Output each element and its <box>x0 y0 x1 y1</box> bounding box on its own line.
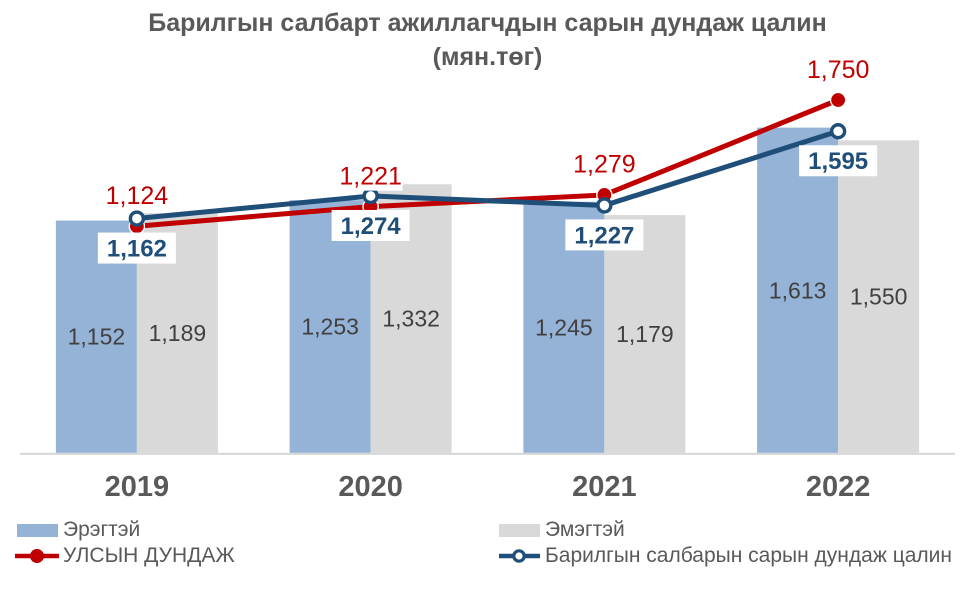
bar-label-male-2022: 1,613 <box>769 277 827 303</box>
bar-female-2022 <box>838 140 920 453</box>
marker-national-average-2022 <box>829 91 847 109</box>
line-label-national-average-2022: 1,750 <box>807 56 870 84</box>
label-box-construction-average-2022 <box>799 145 878 177</box>
bar-label-male-2020: 1,253 <box>301 314 359 340</box>
legend-label-male: Эрэгтэй <box>63 518 141 541</box>
legend-marker-construction-average <box>499 549 540 563</box>
bar-label-female-2019: 1,189 <box>149 320 207 346</box>
legend-item-construction-average: Барилгын салбарын сарын дундаж цалин <box>498 544 952 568</box>
bar-label-female-2021: 1,179 <box>616 321 674 347</box>
marker-construction-average-2022 <box>829 123 847 140</box>
chart-title-line2: (мян.төг) <box>432 43 543 71</box>
label-box-national-average-2022 <box>806 54 871 84</box>
line-label-construction-average-2021: 1,227 <box>574 222 634 249</box>
x-axis-label-2022: 2022 <box>806 471 871 503</box>
line-label-national-average-2019: 1,124 <box>106 182 169 210</box>
label-box-national-average-2019 <box>104 180 169 211</box>
x-axis-line <box>20 452 955 455</box>
legend-item-female: Эмэгтэй <box>499 518 625 542</box>
label-box-construction-average-2020 <box>331 209 410 241</box>
chart-title: Барилгын салбарт ажиллагчдын сарын дунда… <box>20 6 955 74</box>
line-label-construction-average-2019: 1,162 <box>107 235 167 262</box>
line-label-construction-average-2022: 1,595 <box>808 148 868 175</box>
legend-swatch-female <box>499 523 540 537</box>
legend-circle-navy <box>512 549 526 563</box>
line-label-construction-average-2020: 1,274 <box>341 213 402 240</box>
legend-circle-red <box>30 549 44 563</box>
bar-male-2020 <box>289 200 371 453</box>
label-box-national-average-2020 <box>338 160 403 191</box>
x-axis-label-2019: 2019 <box>105 471 170 503</box>
x-axis-label-2020: 2020 <box>338 471 403 503</box>
bar-female-2021 <box>604 215 686 453</box>
marker-construction-average-2021 <box>596 197 613 214</box>
bar-label-male-2019: 1,152 <box>68 324 126 350</box>
legend-label-national-average: УЛСЫН ДУНДАЖ <box>63 544 235 567</box>
bar-label-female-2022: 1,550 <box>850 284 908 310</box>
marker-construction-average-2020 <box>362 187 379 205</box>
bar-male-2022 <box>757 127 839 453</box>
label-box-construction-average-2021 <box>565 219 644 251</box>
line-label-national-average-2021: 1,279 <box>573 151 636 179</box>
marker-construction-average-2019 <box>128 210 146 227</box>
legend-item-male: Эрэгтэй <box>17 518 140 542</box>
line-construction-average <box>134 128 841 222</box>
legend-marker-national-average <box>15 549 59 563</box>
legend-item-national-average: УЛСЫН ДУНДАЖ <box>14 544 235 568</box>
legend-label-construction-average: Барилгын салбарын сарын дундаж цалин <box>545 544 953 567</box>
label-box-construction-average-2019 <box>97 232 176 264</box>
x-axis-label-2021: 2021 <box>572 471 637 503</box>
chart-title-line1: Барилгын салбарт ажиллагчдын сарын дунда… <box>148 9 827 37</box>
label-box-national-average-2021 <box>572 148 637 179</box>
bar-label-male-2021: 1,245 <box>535 314 593 340</box>
legend-label-female: Эмэгтэй <box>545 518 625 541</box>
line-label-national-average-2020: 1,221 <box>339 162 402 190</box>
bar-label-female-2020: 1,332 <box>382 306 440 332</box>
legend-swatch-male <box>17 523 58 537</box>
